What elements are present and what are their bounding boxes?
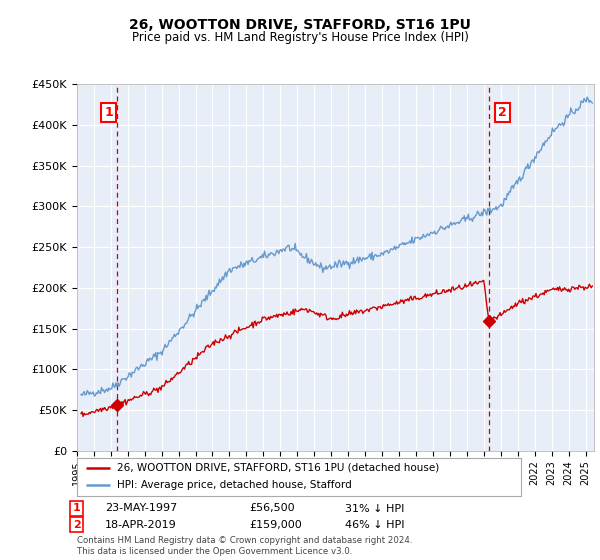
Text: 31% ↓ HPI: 31% ↓ HPI bbox=[345, 503, 404, 514]
Text: 23-MAY-1997: 23-MAY-1997 bbox=[105, 503, 177, 514]
Text: 2: 2 bbox=[73, 520, 80, 530]
Text: 1: 1 bbox=[73, 503, 80, 514]
Text: 1: 1 bbox=[104, 106, 113, 119]
Text: 26, WOOTTON DRIVE, STAFFORD, ST16 1PU: 26, WOOTTON DRIVE, STAFFORD, ST16 1PU bbox=[129, 18, 471, 32]
Text: 18-APR-2019: 18-APR-2019 bbox=[105, 520, 177, 530]
Text: HPI: Average price, detached house, Stafford: HPI: Average price, detached house, Staf… bbox=[117, 480, 352, 491]
Text: 26, WOOTTON DRIVE, STAFFORD, ST16 1PU (detached house): 26, WOOTTON DRIVE, STAFFORD, ST16 1PU (d… bbox=[117, 463, 439, 473]
Text: 2: 2 bbox=[498, 106, 506, 119]
Text: Price paid vs. HM Land Registry's House Price Index (HPI): Price paid vs. HM Land Registry's House … bbox=[131, 31, 469, 44]
Text: 46% ↓ HPI: 46% ↓ HPI bbox=[345, 520, 404, 530]
Text: £159,000: £159,000 bbox=[249, 520, 302, 530]
Text: Contains HM Land Registry data © Crown copyright and database right 2024.
This d: Contains HM Land Registry data © Crown c… bbox=[77, 536, 412, 556]
Text: £56,500: £56,500 bbox=[249, 503, 295, 514]
